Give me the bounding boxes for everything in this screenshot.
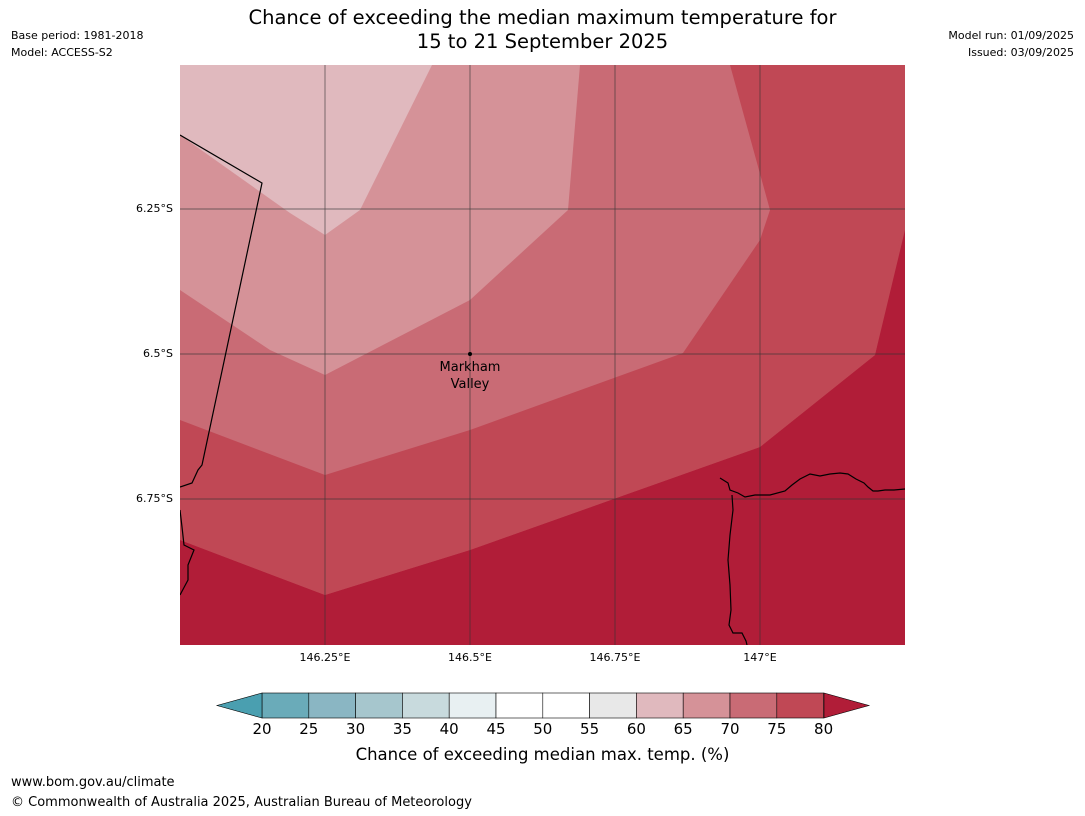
footer-copyright: © Commonwealth of Australia 2025, Austra…: [11, 795, 472, 810]
footer-url: www.bom.gov.au/climate: [11, 775, 175, 790]
colorbar: [215, 692, 871, 719]
colorbar-tick-label: 20: [252, 720, 272, 738]
colorbar-tick-label: 60: [626, 720, 646, 738]
colorbar-cell: [355, 692, 403, 719]
issued-text: Issued: 03/09/2025: [967, 46, 1074, 59]
colorbar-cell: [682, 692, 731, 719]
colorbar-cell: [589, 692, 637, 719]
lon-label-146-5: 146.5°E: [448, 651, 492, 664]
model-text: Model: ACCESS-S2: [11, 46, 113, 59]
colorbar-label: Chance of exceeding median max. temp. (%…: [355, 745, 730, 764]
colorbar-tick-label: 45: [486, 720, 506, 738]
location-marker: [468, 352, 472, 356]
colorbar-tick-label: 40: [439, 720, 459, 738]
lon-label-146-25: 146.25°E: [299, 651, 351, 664]
lat-label-6-75: 6.75°S: [136, 492, 173, 505]
colorbar-cell: [542, 692, 590, 719]
lat-label-6-25: 6.25°S: [136, 202, 173, 215]
map-title-line2: 15 to 21 September 2025: [416, 30, 669, 53]
lon-label-147: 147°E: [743, 651, 777, 664]
colorbar-cell: [448, 692, 497, 719]
colorbar-tick-label: 55: [580, 720, 600, 738]
province-boundary: [180, 134, 263, 488]
meta-left: Base period: 1981-2018 Model: ACCESS-S2: [11, 27, 143, 61]
band-60-65: [180, 65, 432, 235]
base-period-text: Base period: 1981-2018: [11, 29, 144, 42]
meta-right: Model run: 01/09/2025 Issued: 03/09/2025: [948, 27, 1074, 61]
colorbar-cell: [636, 692, 684, 719]
colorbar-tick-label: 25: [299, 720, 319, 738]
colorbar-tick-label: 75: [767, 720, 787, 738]
colorbar-tick-label: 30: [346, 720, 366, 738]
map-title-line1: Chance of exceeding the median maximum t…: [248, 6, 837, 29]
colorbar-cell: [776, 692, 824, 719]
colorbar-cell: [495, 692, 544, 719]
colorbar-under-arrow: [215, 692, 263, 719]
lon-label-146-75: 146.75°E: [589, 651, 641, 664]
probability-map: Markham Valley: [180, 65, 905, 645]
west-coast: [180, 509, 195, 596]
place-label-line1: Markham: [440, 360, 501, 375]
map-title: Chance of exceeding the median maximum t…: [0, 6, 1085, 54]
model-run-text: Model run: 01/09/2025: [948, 29, 1074, 42]
colorbar-over-arrow: [823, 692, 871, 719]
colorbar-tick-label: 70: [720, 720, 740, 738]
coastline: [180, 134, 905, 645]
colorbar-tick-label: 35: [392, 720, 412, 738]
colorbar-tick-label: 65: [673, 720, 693, 738]
huon-coast: [719, 472, 905, 498]
river-markham: [727, 494, 748, 645]
colorbar-cell: [729, 692, 778, 719]
colorbar-cells: [261, 692, 824, 719]
lat-label-6-5: 6.5°S: [143, 347, 173, 360]
colorbar-tick-label: 80: [814, 720, 834, 738]
colorbar-tick-label: 50: [533, 720, 553, 738]
colorbar-cell: [261, 692, 310, 719]
colorbar-cell: [402, 692, 450, 719]
place-label-line2: Valley: [451, 377, 490, 392]
colorbar-cell: [308, 692, 356, 719]
